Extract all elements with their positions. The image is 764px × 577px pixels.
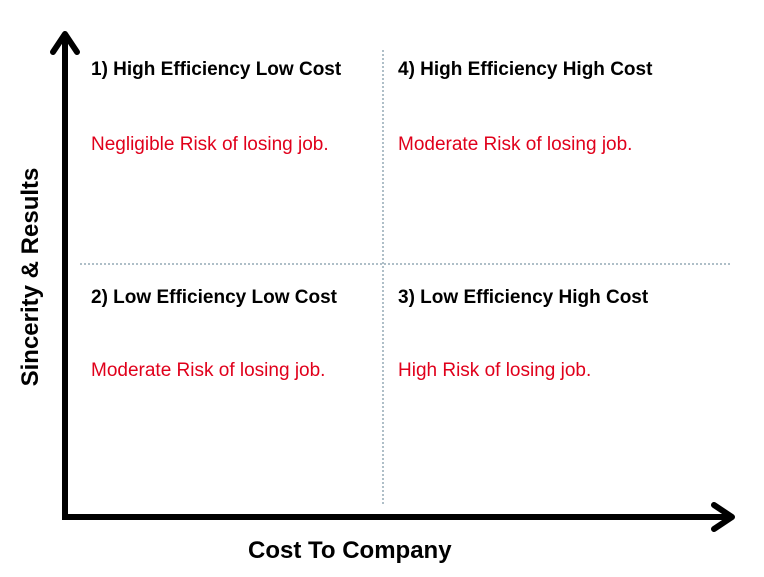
quadrant-3-title: 3) Low Efficiency High Cost: [398, 287, 649, 308]
quadrant-4-title: 4) High Efficiency High Cost: [398, 59, 653, 80]
quadrant-2-risk: Moderate Risk of losing job.: [91, 360, 326, 381]
quadrant-2-title: 2) Low Efficiency Low Cost: [91, 287, 337, 308]
y-axis-label: Sincerity & Results: [17, 167, 44, 387]
x-axis-label: Cost To Company: [248, 537, 452, 564]
quadrant-3-risk: High Risk of losing job.: [398, 360, 592, 381]
quadrant-1-risk: Negligible Risk of losing job.: [91, 134, 329, 155]
y-axis-arrowhead: [50, 31, 80, 55]
quadrant-1-title: 1) High Efficiency Low Cost: [91, 59, 342, 80]
quadrant-4-risk: Moderate Risk of losing job.: [398, 134, 633, 155]
x-axis-arrowhead: [711, 502, 735, 532]
